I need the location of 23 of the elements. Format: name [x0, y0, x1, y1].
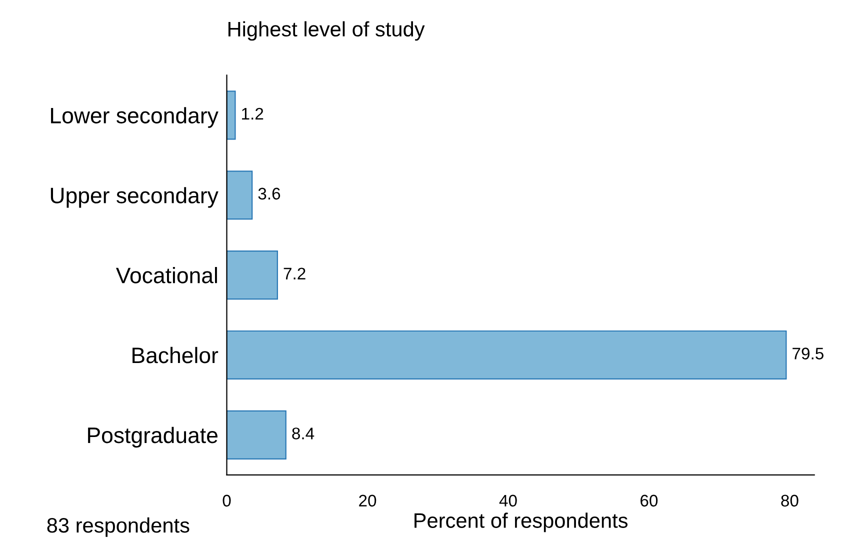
- data-label: 3.6: [258, 188, 280, 200]
- data-label: 1.2: [242, 108, 264, 120]
- x-tick-label: 80: [781, 494, 798, 507]
- bar: [226, 170, 253, 220]
- y-tick-label: Lower secondary: [51, 107, 218, 128]
- data-label: 8.4: [292, 428, 314, 440]
- y-tick-label: Postgraduate: [88, 426, 218, 448]
- y-tick-label: Vocational: [116, 266, 217, 284]
- y-tick-label: Upper secondary: [50, 187, 218, 208]
- data-label: 7.2: [284, 268, 306, 280]
- chart-title: Highest level of study: [228, 21, 425, 41]
- data-label: 79.5: [792, 348, 824, 360]
- x-tick-label: 60: [640, 494, 658, 507]
- bar: [226, 330, 787, 380]
- bar: [226, 90, 236, 140]
- y-tick-label: Bachelor: [132, 346, 218, 364]
- text: 83 respondents: [47, 517, 190, 537]
- x-tick-label: 20: [359, 494, 376, 507]
- bar: [226, 250, 278, 300]
- x-axis-title: Percent of respondents: [414, 512, 628, 532]
- x-tick-label: 0: [222, 494, 231, 507]
- x-tick-label: 40: [499, 494, 517, 507]
- bar: [226, 410, 286, 460]
